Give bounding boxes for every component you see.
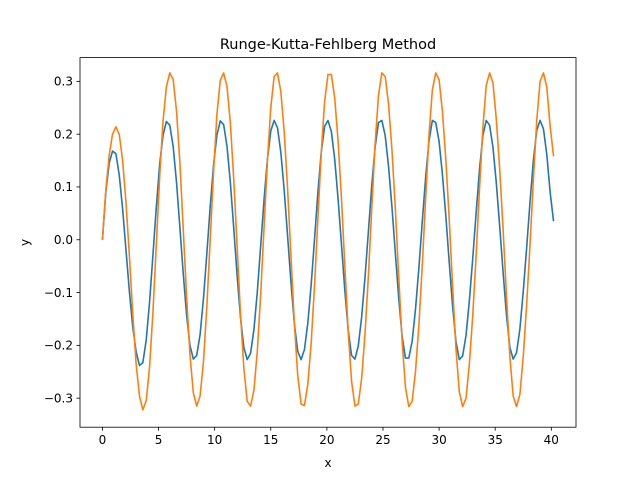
y-tick-label: −0.1 — [44, 286, 73, 300]
series-line-1 — [101, 119, 555, 367]
x-tick-label: 20 — [319, 433, 334, 447]
y-axis-ticks: −0.3 −0.2 −0.1 0.0 0.1 0.2 0.3 — [44, 75, 80, 405]
y-tick-label: 0.2 — [54, 127, 73, 141]
series-group — [101, 72, 555, 411]
x-axis-ticks: 0 5 10 15 20 25 30 35 40 — [99, 427, 559, 447]
x-axis-label: x — [324, 456, 331, 470]
x-tick-label: 30 — [431, 433, 446, 447]
series-line-2 — [101, 72, 555, 411]
y-tick-label: −0.3 — [44, 391, 73, 405]
x-tick-label: 25 — [375, 433, 390, 447]
x-tick-label: 15 — [263, 433, 278, 447]
y-axis-label: y — [18, 239, 32, 246]
y-tick-label: 0.3 — [54, 75, 73, 89]
chart-title: Runge-Kutta-Fehlberg Method — [220, 37, 436, 53]
plot-frame — [79, 57, 577, 428]
x-tick-label: 40 — [544, 433, 559, 447]
x-tick-label: 5 — [155, 433, 163, 447]
y-tick-label: 0.0 — [54, 233, 73, 247]
y-tick-label: 0.1 — [54, 180, 73, 194]
x-tick-label: 0 — [99, 433, 107, 447]
y-tick-label: −0.2 — [44, 339, 73, 353]
x-tick-label: 10 — [207, 433, 222, 447]
x-tick-label: 35 — [488, 433, 503, 447]
